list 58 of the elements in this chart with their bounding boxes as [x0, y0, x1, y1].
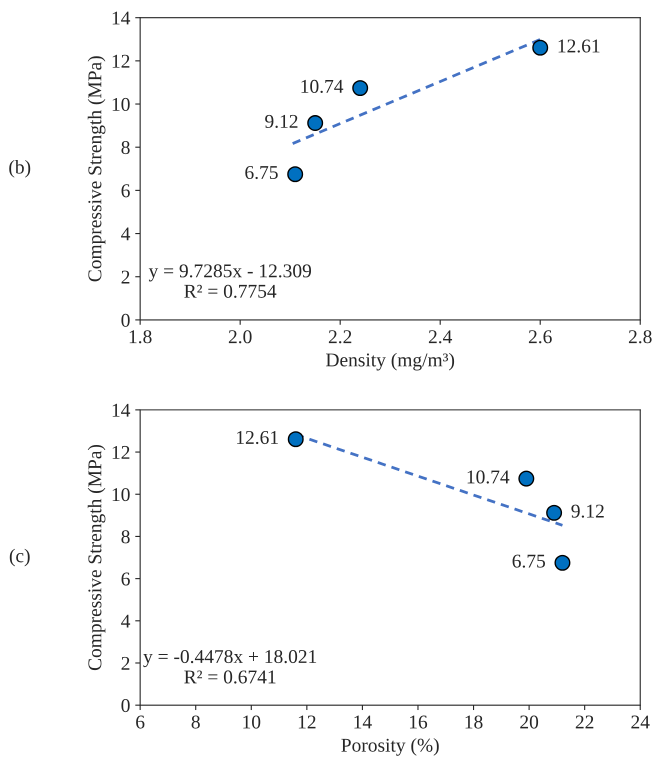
x-tick-label: 10 — [243, 715, 260, 729]
x-tick-label: 8 — [192, 715, 200, 729]
data-label: 6.75 — [245, 166, 278, 180]
y-tick-label: 6 — [122, 184, 130, 198]
x-axis-title: Porosity (%) — [341, 738, 439, 756]
point — [554, 554, 570, 571]
y-tick-label: 8 — [121, 141, 130, 154]
y-axis-title: Compressive Strength (MPa) — [88, 56, 106, 282]
y-tick-label: 0 — [121, 698, 130, 712]
y-tick-label: 12 — [112, 54, 130, 68]
x-tick-label: 20 — [520, 715, 538, 729]
point — [546, 504, 562, 521]
point — [352, 80, 368, 96]
y-tick-label: 2 — [122, 656, 130, 670]
point — [287, 166, 304, 182]
annotation: y = 9.7285x - 12.309 — [148, 264, 312, 282]
y-tick-label: 0 — [121, 314, 130, 327]
point — [518, 470, 534, 487]
data-label: 9.12 — [265, 114, 298, 128]
x-tick-label: 6 — [136, 716, 144, 729]
x-tick-label: 18 — [466, 715, 483, 729]
x-tick-label: 2.6 — [528, 330, 552, 344]
text: (c) — [10, 548, 30, 566]
annotation: R² = 0.7754 — [184, 284, 276, 298]
x-axis-title: Density (mg/m³) — [326, 352, 454, 371]
y-tick-label: 10 — [112, 98, 130, 111]
text: (b) — [9, 160, 30, 178]
annotation: y = -0.4478x + 18.021 — [143, 650, 316, 668]
y-tick-label: 8 — [121, 530, 130, 544]
y-tick-label: 2 — [122, 270, 130, 284]
x-tick-label: 12 — [298, 716, 316, 728]
y-axis-title: Compressive Strength (MPa) — [88, 444, 106, 670]
x-tick-label: 2.2 — [328, 330, 352, 344]
x-tick-label: 1.8 — [130, 330, 152, 344]
x-tick-label: 2.4 — [428, 330, 452, 344]
point — [307, 115, 324, 132]
y-tick-label: 4 — [121, 614, 130, 628]
x-tick-label: 16 — [410, 716, 428, 729]
data-label: 12.61 — [558, 39, 600, 53]
data-label: 10.74 — [468, 470, 510, 484]
data-label: 6.75 — [512, 554, 546, 568]
y-tick-label: 4 — [121, 228, 130, 240]
data-label: 12.61 — [237, 430, 278, 444]
y-tick-label: 6 — [122, 572, 130, 586]
x-tick-label: 2.8 — [628, 330, 652, 344]
y-tick-label: 14 — [112, 404, 130, 417]
y-tick-label: 14 — [112, 12, 130, 24]
y-tick-label: 12 — [112, 446, 130, 459]
point — [532, 40, 548, 56]
data-label: 10.74 — [301, 80, 344, 94]
point — [288, 431, 304, 448]
data-label: 9.12 — [571, 504, 604, 518]
y-tick-label: 10 — [112, 488, 130, 502]
annotation: R² = 0.6741 — [184, 670, 276, 684]
x-tick-label: 24 — [631, 716, 650, 728]
x-tick-label: 22 — [576, 716, 594, 728]
x-tick-label: 14 — [354, 716, 372, 728]
x-tick-label: 2.0 — [228, 330, 252, 344]
